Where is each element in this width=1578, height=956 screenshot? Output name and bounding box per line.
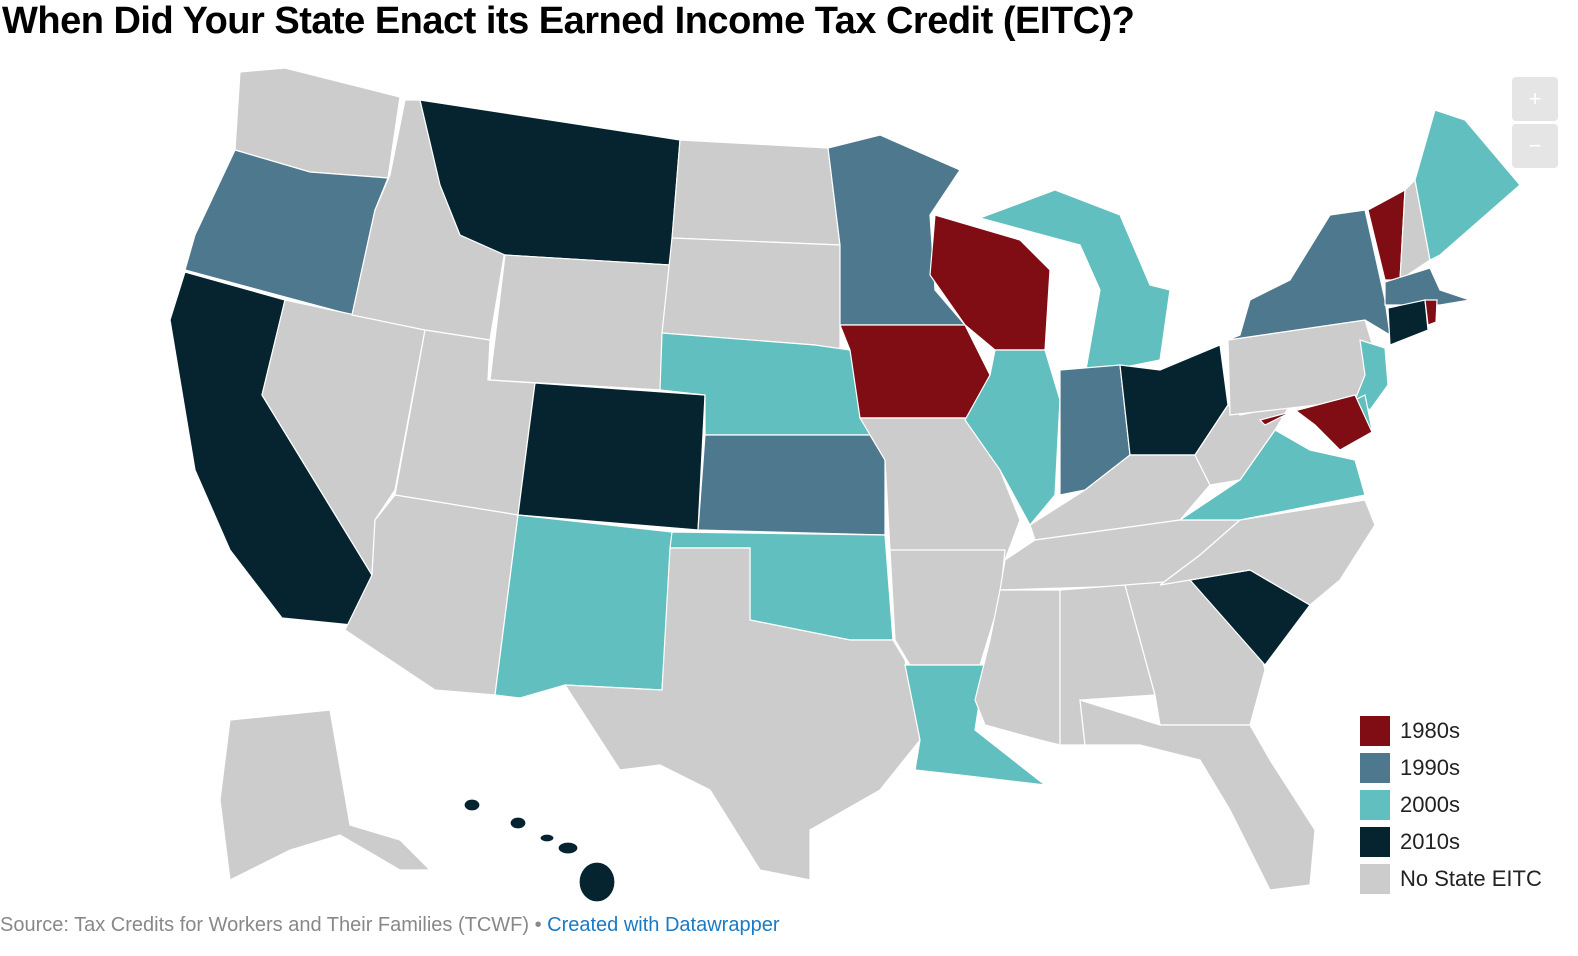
state [671, 139, 841, 246]
legend-label: 1990s [1400, 754, 1460, 780]
legend-label: 2000s [1400, 791, 1460, 817]
state [557, 841, 579, 855]
legend-swatch [1360, 715, 1390, 746]
legend-label: 1980s [1400, 717, 1460, 743]
state [1227, 209, 1391, 341]
state [1414, 109, 1521, 261]
state [489, 254, 671, 391]
source-text: Source: Tax Credits for Workers and Thei… [0, 914, 548, 936]
state [219, 709, 432, 881]
zoom-out-button[interactable]: − [1512, 124, 1558, 168]
state [1384, 267, 1471, 306]
state [1387, 299, 1429, 346]
zoom-in-button[interactable]: + [1512, 77, 1558, 121]
legend-item: 1990s [1360, 749, 1542, 786]
state [517, 382, 706, 531]
legend-label: No State EITC [1400, 865, 1542, 891]
legend-item: 2000s [1360, 786, 1542, 823]
state [539, 833, 555, 843]
legend-item: 1980s [1360, 712, 1542, 749]
state [839, 324, 991, 419]
state [509, 816, 527, 830]
state [1424, 299, 1438, 326]
state [697, 434, 886, 536]
state [827, 134, 967, 326]
state [578, 861, 616, 903]
state [1159, 499, 1376, 606]
state [494, 514, 673, 699]
legend-swatch [1360, 863, 1390, 894]
legend-item: No State EITC [1360, 860, 1542, 897]
state [1354, 339, 1389, 411]
legend-swatch [1360, 789, 1390, 820]
state [978, 189, 1171, 376]
legend-swatch [1360, 826, 1390, 857]
legend-item: 2010s [1360, 823, 1542, 860]
title: When Did Your State Enact its Earned Inc… [2, 0, 1135, 42]
state [1258, 394, 1373, 451]
state [1079, 699, 1316, 891]
credit-link[interactable]: Created with Datawrapper [547, 914, 780, 936]
state [563, 547, 921, 881]
legend-swatch [1360, 752, 1390, 783]
source: Source: Tax Credits for Workers and Thei… [0, 914, 779, 937]
legend-label: 2010s [1400, 828, 1460, 854]
state [463, 798, 481, 812]
legend: 1980s 1990s 2000s 2010s No State EITC [1360, 712, 1542, 897]
